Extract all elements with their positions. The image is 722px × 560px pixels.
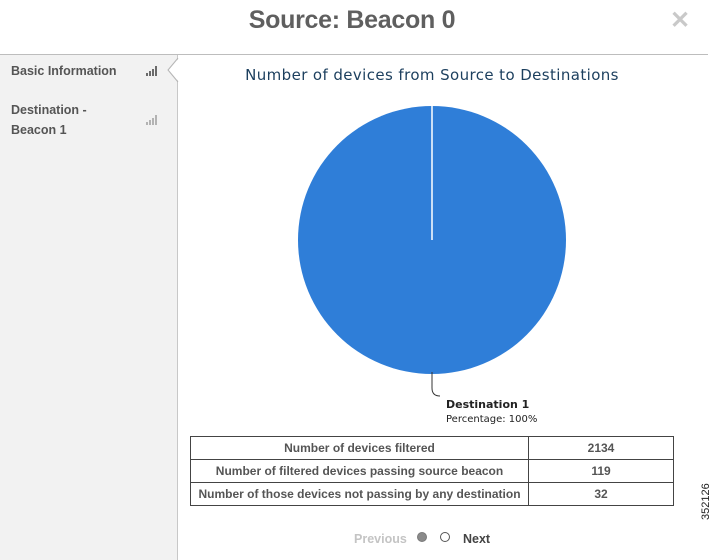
stat-label: Number of devices filtered [190, 436, 529, 460]
page-dot-1[interactable] [417, 532, 427, 542]
pie-chart: Destination 1 Percentage: 100% [298, 106, 566, 425]
title-divider [0, 54, 708, 55]
signal-bars-icon [146, 66, 157, 76]
page-dot-2[interactable] [440, 532, 450, 542]
stat-value: 2134 [528, 436, 674, 460]
main-panel: Number of devices from Source to Destina… [178, 55, 708, 560]
stat-label: Number of those devices not passing by a… [190, 482, 529, 506]
label-connector [431, 372, 441, 397]
table-row: Number of devices filtered 2134 [190, 436, 674, 460]
figure-id: 352126 [700, 483, 712, 520]
slice-percentage-label: Percentage: 100% [446, 414, 537, 425]
sidebar-item-destination-beacon-1[interactable]: Destination - Beacon 1 [0, 100, 176, 142]
stats-table: Number of devices filtered 2134 Number o… [190, 436, 674, 506]
active-item-pointer [167, 58, 179, 83]
stat-value: 119 [528, 459, 674, 483]
stat-label: Number of filtered devices passing sourc… [190, 459, 529, 483]
signal-bars-icon [146, 115, 157, 125]
sidebar-item-basic-information[interactable]: Basic Information [0, 61, 176, 83]
slice-label: Destination 1 [446, 398, 529, 411]
next-button[interactable]: Next [463, 532, 491, 546]
table-row: Number of filtered devices passing sourc… [190, 459, 674, 483]
chart-title: Number of devices from Source to Destina… [245, 66, 619, 84]
sidebar-item-label: Destination - Beacon 1 [11, 103, 87, 137]
dialog-title: Source: Beacon 0 [248, 6, 456, 34]
sidebar-item-label: Basic Information [11, 64, 117, 78]
table-row: Number of those devices not passing by a… [190, 482, 674, 506]
sidebar: Basic Information Destination - Beacon 1 [0, 55, 178, 560]
stat-value: 32 [528, 482, 674, 506]
pagination: Previous Next [178, 531, 686, 549]
previous-button[interactable]: Previous [354, 532, 407, 546]
close-icon[interactable]: ✕ [669, 7, 691, 34]
